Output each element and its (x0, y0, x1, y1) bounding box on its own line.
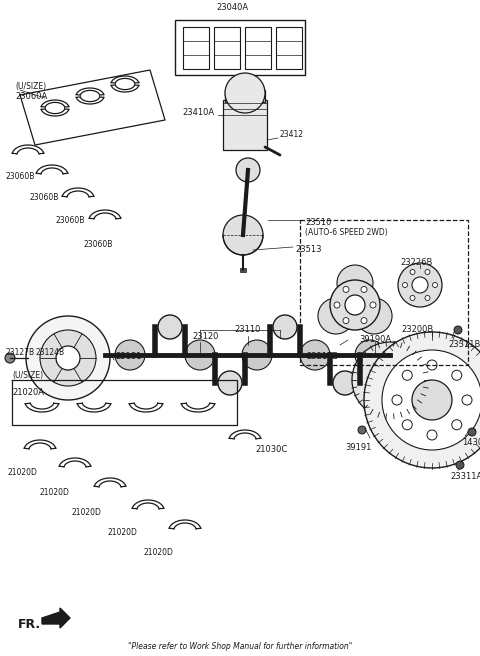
Text: 23110: 23110 (235, 325, 261, 334)
Bar (276, 27, 302, 69)
Circle shape (352, 342, 428, 418)
Circle shape (218, 371, 242, 395)
Text: 23060B: 23060B (5, 172, 35, 181)
Circle shape (425, 295, 430, 300)
Bar (214, 27, 240, 69)
Circle shape (454, 326, 462, 334)
Circle shape (242, 340, 272, 370)
Circle shape (343, 287, 349, 293)
Circle shape (402, 370, 412, 380)
Circle shape (300, 340, 330, 370)
Circle shape (355, 340, 385, 370)
Circle shape (225, 73, 265, 113)
Bar (223, 100, 267, 150)
Circle shape (115, 340, 145, 370)
Text: 23412: 23412 (280, 130, 304, 139)
Text: 23060A: 23060A (15, 92, 47, 101)
Circle shape (452, 420, 462, 430)
Circle shape (412, 277, 428, 293)
Circle shape (432, 283, 437, 287)
Text: 23060B: 23060B (56, 216, 85, 225)
Circle shape (410, 295, 415, 300)
Text: (U/SIZE): (U/SIZE) (12, 371, 43, 380)
Text: 21020D: 21020D (40, 488, 70, 497)
Text: (U/SIZE): (U/SIZE) (15, 82, 46, 91)
Bar (175, 20, 305, 75)
Text: 23124B: 23124B (35, 348, 64, 357)
Text: 23120: 23120 (192, 332, 218, 341)
Circle shape (364, 332, 480, 468)
Circle shape (333, 371, 357, 395)
Text: 23311A: 23311A (450, 472, 480, 481)
Circle shape (330, 280, 380, 330)
Text: 23410A: 23410A (182, 108, 214, 117)
Text: 23131: 23131 (115, 352, 142, 361)
Text: 23311B: 23311B (448, 340, 480, 349)
Circle shape (5, 353, 15, 363)
Circle shape (361, 287, 367, 293)
Circle shape (370, 302, 376, 308)
Text: 21020A: 21020A (12, 388, 44, 397)
Circle shape (425, 270, 430, 274)
Circle shape (318, 298, 354, 334)
Text: 23510: 23510 (305, 218, 331, 227)
Polygon shape (42, 608, 70, 628)
Circle shape (403, 283, 408, 287)
Circle shape (468, 428, 476, 436)
Text: 23200B: 23200B (402, 325, 434, 334)
Bar (225, 90, 265, 102)
Circle shape (358, 426, 366, 434)
Circle shape (356, 298, 392, 334)
Bar (183, 27, 209, 69)
Circle shape (337, 265, 373, 301)
Text: 23040A: 23040A (216, 3, 248, 12)
Bar (300, 220, 468, 365)
Bar (240, 268, 246, 272)
Text: 39190A: 39190A (359, 335, 391, 344)
Circle shape (185, 340, 215, 370)
Circle shape (452, 370, 462, 380)
Text: 21020D: 21020D (8, 468, 38, 477)
Bar (245, 27, 271, 69)
Circle shape (427, 360, 437, 370)
Text: 23060B: 23060B (83, 240, 112, 249)
Text: 21020D: 21020D (143, 548, 173, 557)
Circle shape (462, 395, 472, 405)
Text: 21020D: 21020D (72, 508, 102, 517)
Circle shape (412, 380, 452, 420)
Circle shape (410, 270, 415, 274)
Circle shape (375, 365, 405, 395)
Circle shape (334, 302, 340, 308)
Circle shape (223, 215, 263, 255)
Text: 21020D: 21020D (108, 528, 138, 537)
Circle shape (456, 461, 464, 469)
Text: 39191: 39191 (345, 443, 372, 452)
Circle shape (402, 420, 412, 430)
Text: "Please refer to Work Shop Manual for further information": "Please refer to Work Shop Manual for fu… (128, 642, 352, 651)
Text: 23226B: 23226B (401, 258, 433, 267)
Text: (AUTO-6 SPEED 2WD): (AUTO-6 SPEED 2WD) (305, 228, 388, 237)
Circle shape (382, 350, 480, 450)
Circle shape (40, 330, 96, 386)
Circle shape (26, 316, 110, 400)
Circle shape (392, 395, 402, 405)
Circle shape (345, 295, 365, 315)
Circle shape (427, 430, 437, 440)
Text: 23211B: 23211B (307, 352, 339, 361)
Text: FR.: FR. (18, 618, 41, 631)
Circle shape (398, 263, 442, 307)
Circle shape (343, 318, 349, 323)
Text: 23127B: 23127B (5, 348, 34, 357)
Circle shape (158, 315, 182, 339)
Circle shape (56, 346, 80, 370)
Text: 21030C: 21030C (255, 445, 287, 454)
Text: 1430JE: 1430JE (462, 438, 480, 447)
Circle shape (273, 315, 297, 339)
Text: 23513: 23513 (295, 245, 322, 254)
Text: 23060B: 23060B (30, 193, 60, 202)
Circle shape (361, 318, 367, 323)
Circle shape (236, 158, 260, 182)
